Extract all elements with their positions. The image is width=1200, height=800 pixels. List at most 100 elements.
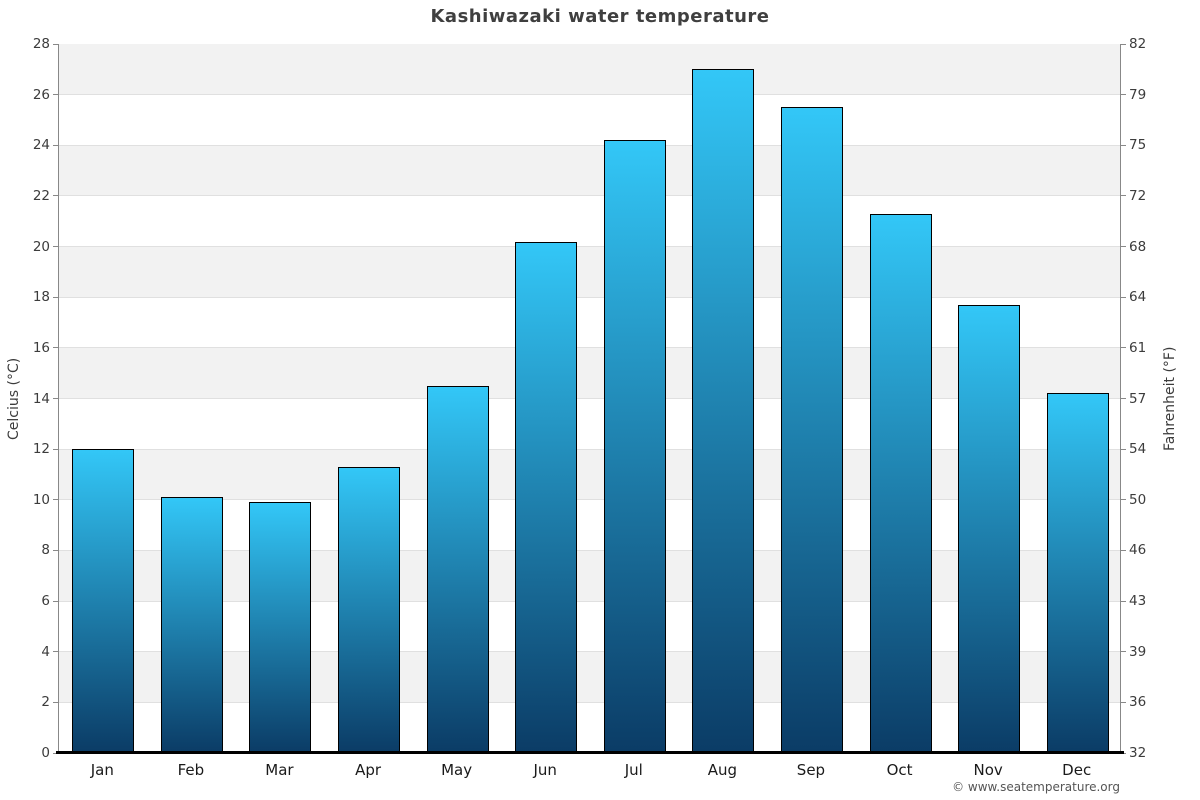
ytick-celsius-6: 6 (41, 593, 50, 610)
tickmark-left (53, 195, 58, 197)
xlabel-apr: Apr (355, 761, 382, 779)
chart-title: Kashiwazaki water temperature (430, 6, 770, 27)
xlabel-sep: Sep (796, 761, 826, 779)
ytick-celsius-28: 28 (32, 36, 50, 52)
bar-feb (160, 497, 223, 753)
ytick-fahrenheit-54: 54 (1129, 441, 1147, 458)
ytick-celsius-4: 4 (41, 643, 50, 660)
xlabel-jul: Jul (624, 761, 643, 779)
ytick-fahrenheit-61: 61 (1129, 339, 1147, 356)
bar-jul (603, 140, 666, 753)
bar-sep (780, 107, 843, 753)
xlabel-feb: Feb (177, 761, 205, 779)
gridline (59, 651, 1120, 653)
gridline (59, 195, 1120, 197)
tickmark-left (53, 651, 58, 653)
tickmark-left (53, 347, 58, 349)
tickmark-right (1121, 296, 1126, 298)
bar-aug (692, 69, 755, 753)
tickmark-left (53, 701, 58, 703)
tickmark-left (53, 94, 58, 96)
ytick-celsius-26: 26 (32, 86, 50, 103)
xlabel-jun: Jun (533, 761, 557, 779)
xlabel-aug: Aug (707, 761, 738, 779)
ytick-fahrenheit-46: 46 (1129, 542, 1147, 559)
plot-area (58, 44, 1121, 753)
ytick-celsius-14: 14 (32, 390, 50, 407)
tickmark-right (1121, 347, 1126, 349)
gridline (59, 246, 1120, 248)
gridline (59, 296, 1120, 298)
plot-band (59, 601, 1120, 652)
ytick-fahrenheit-72: 72 (1129, 187, 1147, 204)
ytick-fahrenheit-43: 43 (1129, 593, 1147, 610)
plot-band (59, 449, 1120, 500)
bar-dec (1046, 393, 1109, 753)
xlabel-mar: Mar (265, 761, 294, 779)
gridline (59, 448, 1120, 450)
xlabel-nov: Nov (973, 761, 1003, 779)
tickmark-right (1121, 549, 1126, 551)
tickmark-right (1121, 499, 1126, 501)
ytick-fahrenheit-50: 50 (1129, 491, 1147, 508)
gridline (59, 347, 1120, 349)
plot-band (59, 195, 1120, 247)
ytick-fahrenheit-36: 36 (1129, 694, 1147, 711)
ytick-fahrenheit-68: 68 (1129, 238, 1147, 255)
ytick-celsius-22: 22 (32, 187, 50, 204)
tickmark-left (53, 752, 58, 754)
plot-band (59, 499, 1120, 551)
plot-band (59, 246, 1120, 298)
ytick-fahrenheit-32: 32 (1129, 745, 1147, 761)
plot-band (59, 297, 1120, 348)
gridline (59, 144, 1120, 146)
ytick-celsius-18: 18 (32, 289, 50, 306)
ytick-celsius-16: 16 (32, 339, 50, 356)
tickmark-right (1121, 144, 1126, 146)
plot-band (59, 145, 1120, 196)
tickmark-right (1121, 651, 1126, 653)
plot-band (59, 347, 1120, 399)
tickmark-right (1121, 398, 1126, 399)
tickmark-right (1121, 600, 1126, 602)
tickmark-right (1121, 448, 1126, 450)
bar-mar (249, 502, 312, 753)
ytick-celsius-0: 0 (41, 745, 50, 761)
tickmark-left (53, 43, 58, 45)
xlabel-jan: Jan (90, 761, 114, 779)
ytick-fahrenheit-64: 64 (1129, 289, 1147, 306)
tickmark-left (53, 499, 58, 501)
tickmark-left (53, 600, 58, 602)
x-axis-line (56, 751, 1124, 754)
ytick-fahrenheit-39: 39 (1129, 643, 1147, 660)
plot-band (59, 398, 1120, 450)
ytick-celsius-8: 8 (41, 542, 50, 559)
ytick-fahrenheit-79: 79 (1129, 86, 1147, 103)
tickmark-left (53, 144, 58, 146)
tickmark-left (53, 549, 58, 551)
ytick-fahrenheit-57: 57 (1129, 390, 1147, 407)
gridline (59, 600, 1120, 602)
plot-band (59, 651, 1120, 703)
ytick-fahrenheit-75: 75 (1129, 137, 1147, 154)
plot-band (59, 702, 1120, 753)
gridline (59, 94, 1120, 96)
tickmark-left (53, 296, 58, 298)
xlabel-may: May (441, 761, 473, 779)
tickmark-right (1121, 94, 1126, 96)
plot-band (59, 44, 1120, 95)
tickmark-right (1121, 195, 1126, 197)
copyright-text: © www.seatemperature.org (952, 780, 1120, 794)
ytick-celsius-2: 2 (41, 694, 50, 711)
bar-nov (958, 304, 1021, 753)
ytick-celsius-24: 24 (32, 137, 50, 154)
xlabel-oct: Oct (886, 761, 913, 779)
bar-apr (338, 466, 401, 753)
gridline (59, 549, 1120, 551)
tickmark-right (1121, 701, 1126, 703)
tickmark-right (1121, 43, 1126, 45)
ytick-celsius-20: 20 (32, 238, 50, 255)
plot-band (59, 550, 1120, 602)
gridline (59, 701, 1120, 703)
